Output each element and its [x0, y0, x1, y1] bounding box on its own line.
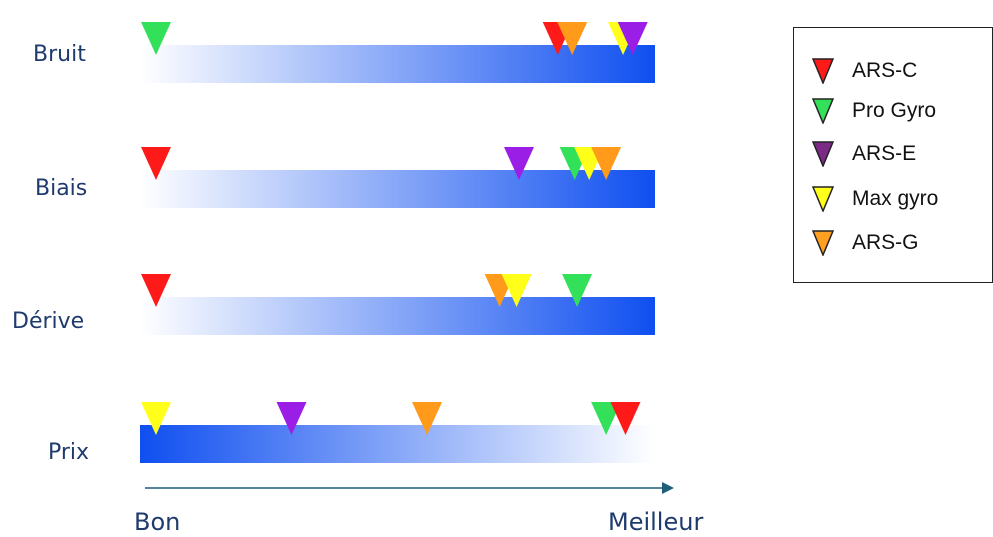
legend-label: Pro Gyro [852, 99, 937, 122]
legend-item: ARS-E [812, 138, 916, 170]
gradient-bar-dérive [140, 297, 655, 335]
legend-label: ARS-C [852, 59, 918, 82]
marker-ars-c-prix [610, 402, 641, 435]
marker-ars-c-dérive [141, 274, 171, 307]
legend-item: ARS-G [812, 227, 919, 259]
marker-ars-g-biais [591, 147, 622, 180]
legend-swatch-max-gyro [812, 186, 834, 212]
marker-ars-e-bruit [617, 22, 648, 55]
legend-label: ARS-G [852, 231, 919, 254]
legend-swatch-ars-e [812, 141, 834, 167]
legend: ARS-C Pro Gyro ARS-E Max gyro ARS-G [793, 27, 993, 283]
legend-swatch-ars-g [812, 230, 834, 256]
marker-pro-gyro-dérive [562, 274, 593, 307]
legend-label: Max gyro [852, 187, 939, 210]
marker-pro-gyro-prix [591, 402, 622, 435]
marker-ars-g-prix [412, 402, 443, 435]
row-label-biais: Biais [35, 176, 88, 201]
legend-item: ARS-C [812, 55, 917, 87]
marker-ars-e-prix [276, 402, 307, 435]
marker-max-gyro-dérive [501, 274, 532, 307]
gradient-bar-biais [140, 170, 655, 208]
marker-max-gyro-prix [141, 402, 171, 435]
legend-swatch-pro-gyro [812, 98, 834, 124]
marker-ars-c-biais [141, 147, 171, 180]
legend-label: ARS-E [852, 142, 917, 165]
axis-right-label: Meilleur [608, 508, 704, 536]
axis-left-label: Bon [134, 508, 181, 536]
marker-ars-g-bruit [557, 22, 588, 55]
gradient-bar-prix [140, 425, 655, 463]
legend-item: Max gyro [812, 183, 938, 215]
marker-ars-e-biais [504, 147, 534, 180]
legend-item: Pro Gyro [812, 95, 936, 127]
row-label-bruit: Bruit [33, 42, 86, 67]
row-label-derive: Dérive [12, 309, 85, 334]
legend-swatch-ars-c [812, 58, 834, 84]
marker-pro-gyro-bruit [141, 22, 171, 55]
row-label-prix: Prix [48, 440, 90, 465]
gradient-bar-bruit [140, 45, 655, 83]
